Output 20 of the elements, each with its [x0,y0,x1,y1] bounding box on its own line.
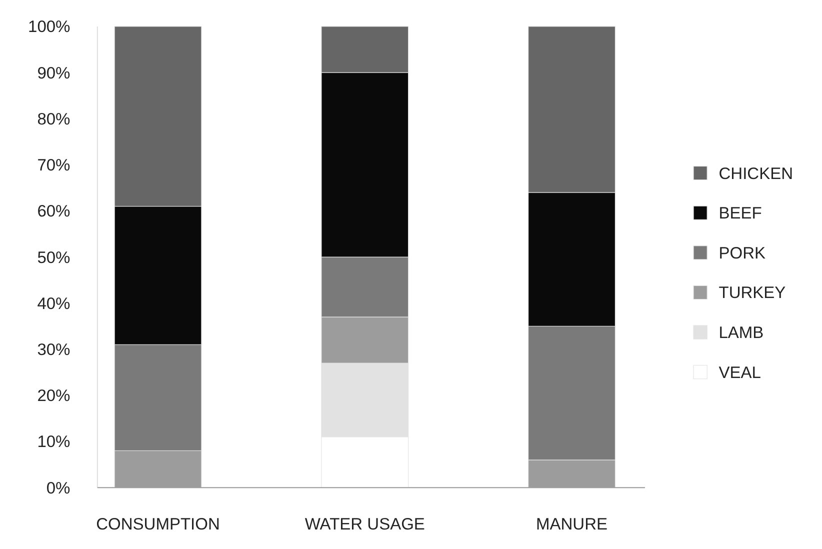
legend-label: TURKEY [718,284,786,302]
y-tick-label: 100% [28,18,71,36]
y-tick-label: 30% [37,341,71,360]
legend-label: VEAL [718,364,761,382]
x-tick-label: WATER USAGE [304,515,425,534]
y-tick-label: 20% [37,387,71,406]
y-tick-label: 0% [46,479,71,498]
y-tick-label: 90% [37,64,71,82]
y-tick-label: 70% [37,156,71,175]
y-tick-label: 80% [37,110,71,128]
x-tick-label: MANURE [536,515,608,534]
x-tick-label: CONSUMPTION [96,515,220,534]
y-tick-label: 10% [37,433,71,452]
legend-label: CHICKEN [718,164,794,183]
y-tick-label: 60% [37,202,71,221]
legend-label: LAMB [718,324,764,342]
legend-label: PORK [718,244,766,262]
y-tick-label: 50% [37,248,71,267]
legend-label: BEEF [718,204,762,223]
y-tick-label: 40% [37,294,71,313]
